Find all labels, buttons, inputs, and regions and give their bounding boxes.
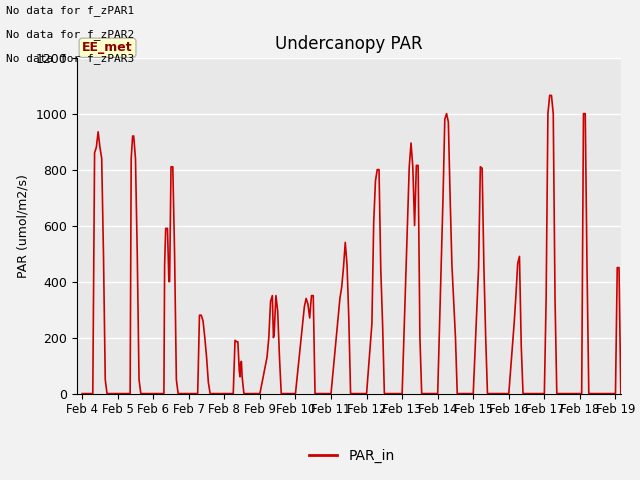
Legend: PAR_in: PAR_in: [304, 443, 400, 468]
Title: Undercanopy PAR: Undercanopy PAR: [275, 35, 422, 53]
Text: No data for f_zPAR3: No data for f_zPAR3: [6, 53, 134, 64]
Text: No data for f_zPAR1: No data for f_zPAR1: [6, 5, 134, 16]
Y-axis label: PAR (umol/m2/s): PAR (umol/m2/s): [17, 174, 29, 277]
Text: No data for f_zPAR2: No data for f_zPAR2: [6, 29, 134, 40]
Text: EE_met: EE_met: [82, 41, 133, 54]
